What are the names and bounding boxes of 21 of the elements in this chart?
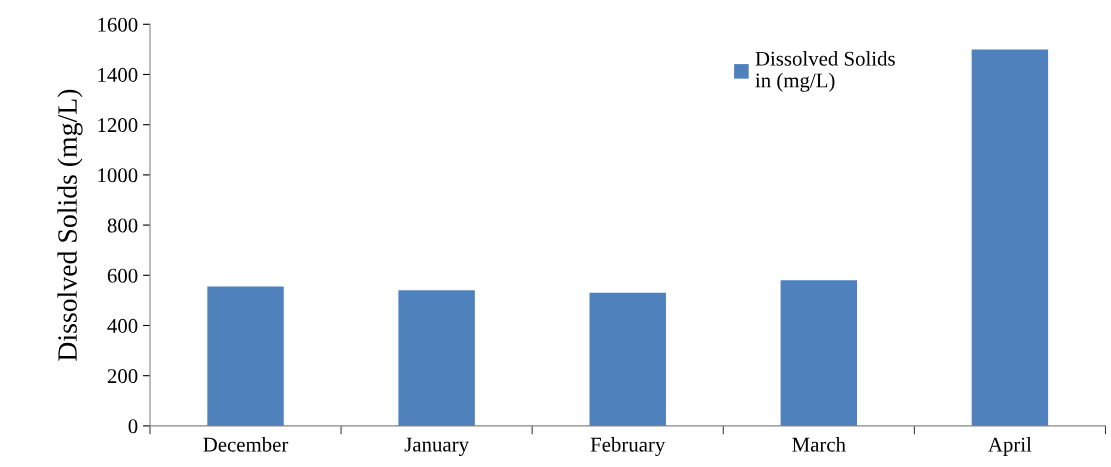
- bar: [398, 290, 475, 426]
- y-tick-label: 1600: [98, 17, 138, 32]
- y-tick-label: 1200: [98, 118, 138, 133]
- x-tick-label: April: [988, 437, 1032, 456]
- bar: [780, 280, 858, 426]
- bar: [971, 49, 1049, 426]
- y-tick-label: 1400: [98, 67, 138, 82]
- x-tick-label: March: [792, 437, 846, 452]
- x-tick-label: December: [203, 437, 289, 452]
- x-tick-label: February: [590, 437, 666, 456]
- y-tick-label: 600: [107, 268, 138, 283]
- bar: [589, 292, 666, 426]
- bar: [207, 286, 284, 426]
- x-tick-label: January: [404, 437, 469, 456]
- y-axis-title: Dissolved Solids (mg/L): [57, 89, 83, 361]
- y-tick-label: 0: [128, 419, 138, 434]
- y-tick-label: 800: [107, 218, 138, 233]
- legend-label: Dissolved Solids in (mg/L): [755, 51, 895, 92]
- y-tick-label: 400: [107, 318, 138, 333]
- y-tick-label: 1000: [98, 168, 138, 183]
- y-tick-label: 200: [107, 369, 138, 384]
